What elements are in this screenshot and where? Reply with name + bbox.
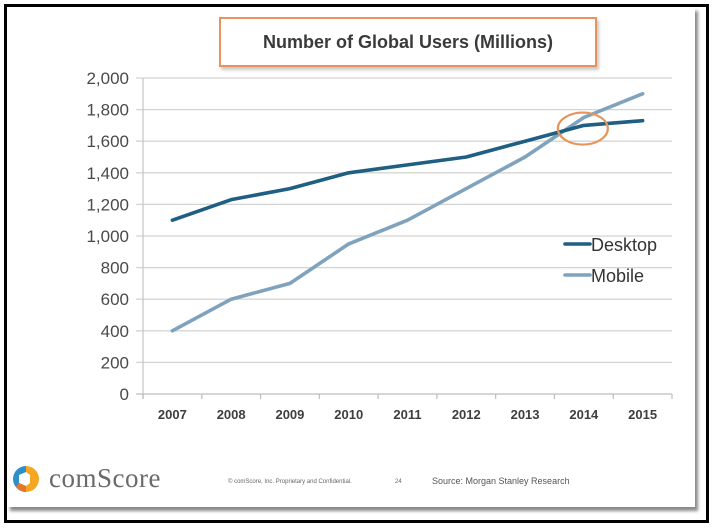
x-tick-label: 2012 — [452, 407, 481, 422]
chart-title: Number of Global Users (Millions) — [262, 31, 554, 52]
x-tick-label: 2007 — [158, 407, 187, 422]
x-tick-label: 2010 — [334, 407, 363, 422]
source-note: Source: Morgan Stanley Research — [432, 476, 570, 486]
y-tick-label: 1,600 — [86, 132, 129, 151]
comscore-logo-icon — [13, 465, 39, 492]
legend-label-desktop: Desktop — [591, 235, 657, 255]
legend-label-mobile: Mobile — [591, 266, 644, 286]
y-tick-label: 400 — [101, 322, 129, 341]
highlight-ellipse — [556, 111, 609, 146]
y-tick-label: 2,000 — [86, 69, 129, 88]
y-tick-label: 1,000 — [86, 227, 129, 246]
x-tick-label: 2009 — [275, 407, 304, 422]
logo-text: comScore — [49, 463, 161, 493]
series-line-desktop — [170, 118, 645, 222]
x-tick-label: 2015 — [628, 407, 657, 422]
chart-title-box: Number of Global Users (Millions) — [219, 17, 597, 67]
slide: Number of Global Users (Millions) — [7, 7, 695, 507]
y-tick-label: 0 — [120, 385, 129, 404]
x-tick-label: 2011 — [393, 407, 421, 422]
footer-copyright: © comScore, Inc. Proprietary and Confide… — [228, 479, 352, 485]
x-tick-label: 2013 — [511, 407, 540, 422]
x-tick-label: 2014 — [569, 407, 599, 422]
y-tick-label: 600 — [101, 290, 129, 309]
y-tick-label: 800 — [101, 259, 129, 278]
y-tick-label: 1,400 — [86, 164, 129, 183]
slide-frame: Number of Global Users (Millions) — [4, 4, 709, 523]
y-tick-label: 1,200 — [86, 195, 129, 214]
y-tick-label: 200 — [101, 353, 129, 372]
x-tick-label: 2008 — [217, 407, 246, 422]
y-tick-label: 1,800 — [86, 101, 129, 120]
comscore-logo: comScore — [11, 463, 161, 494]
page-number: 24 — [395, 479, 402, 485]
